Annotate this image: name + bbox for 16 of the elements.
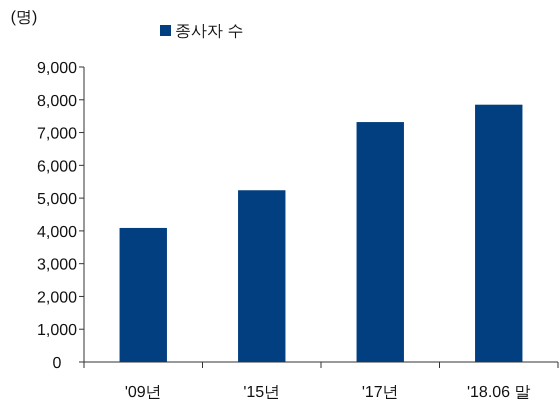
y-tick-label: 2,000 (36, 289, 78, 306)
y-tick-label: 6,000 (36, 158, 78, 176)
x-tick-label: '17년 (362, 384, 399, 401)
y-tick-label: 1,000 (36, 322, 78, 340)
y-tick-label: 0 (52, 355, 62, 372)
x-tick-label: '09년 (124, 384, 162, 401)
x-tick-label: '15년 (243, 384, 280, 401)
x-tick-label: '18.06 말 (466, 384, 531, 401)
y-tick-label: 3,000 (36, 256, 78, 274)
legend-label: 종사자 수 (175, 23, 244, 40)
y-tick-label: 9,000 (36, 60, 78, 77)
y-tick-label: 4,000 (36, 224, 78, 241)
y-tick-label: 8,000 (36, 92, 78, 110)
y-axis-title: (명) (10, 9, 38, 26)
y-tick-label: 7,000 (36, 126, 78, 143)
y-tick-label: 5,000 (36, 191, 78, 208)
